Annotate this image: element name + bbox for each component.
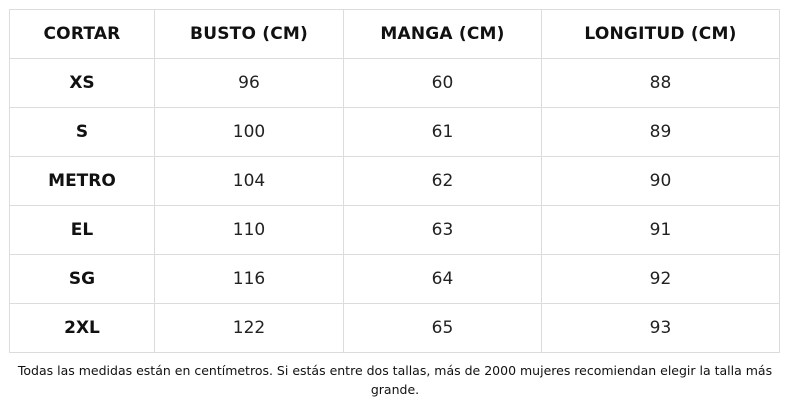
manga-value: 61 [343,107,542,157]
table-row: SG 116 64 92 [9,254,780,304]
table-header-row: CORTAR BUSTO (CM) MANGA (CM) LONGITUD (C… [9,9,780,59]
table-row: XS 96 60 88 [9,58,780,108]
table-row: EL 110 63 91 [9,205,780,255]
size-label: 2XL [9,303,155,353]
header-longitud: LONGITUD (CM) [541,9,780,59]
busto-value: 110 [154,205,344,255]
manga-value: 63 [343,205,542,255]
manga-value: 62 [343,156,542,206]
table-row: 2XL 122 65 93 [9,303,780,353]
longitud-value: 93 [541,303,780,353]
size-label: SG [9,254,155,304]
manga-value: 65 [343,303,542,353]
busto-value: 104 [154,156,344,206]
size-label: S [9,107,155,157]
manga-value: 60 [343,58,542,108]
measurement-footnote: Todas las medidas están en centímetros. … [17,363,773,397]
busto-value: 100 [154,107,344,157]
longitud-value: 91 [541,205,780,255]
busto-value: 116 [154,254,344,304]
header-busto: BUSTO (CM) [154,9,344,59]
table-row: METRO 104 62 90 [9,156,780,206]
longitud-value: 89 [541,107,780,157]
longitud-value: 92 [541,254,780,304]
size-label: EL [9,205,155,255]
manga-value: 64 [343,254,542,304]
table-row: S 100 61 89 [9,107,780,157]
busto-value: 122 [154,303,344,353]
busto-value: 96 [154,58,344,108]
size-label: XS [9,58,155,108]
longitud-value: 88 [541,58,780,108]
header-manga: MANGA (CM) [343,9,542,59]
header-cortar: CORTAR [9,9,155,59]
size-chart-table: CORTAR BUSTO (CM) MANGA (CM) LONGITUD (C… [9,9,780,353]
size-label: METRO [9,156,155,206]
longitud-value: 90 [541,156,780,206]
